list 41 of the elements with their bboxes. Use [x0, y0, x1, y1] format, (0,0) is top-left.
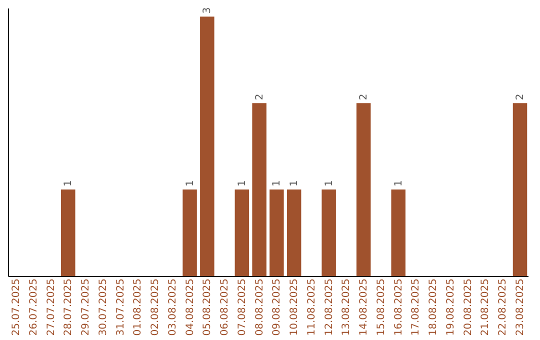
- x-tick-label: 03.08.2025: [167, 278, 178, 336]
- x-tick-label: 30.07.2025: [98, 278, 109, 336]
- x-tick-label: 14.08.2025: [358, 278, 370, 336]
- data-label: 1: [63, 180, 74, 187]
- x-tick-label: 01.08.2025: [132, 278, 144, 336]
- x-tick-label: 29.07.2025: [80, 278, 92, 336]
- x-tick-label: 08.08.2025: [254, 278, 266, 336]
- x-tick-label: 17.08.2025: [410, 278, 422, 336]
- data-label: 2: [515, 94, 526, 100]
- x-tick-label: 19.08.2025: [445, 278, 456, 336]
- x-tick-label: 16.08.2025: [393, 278, 404, 336]
- x-tick-label: 28.07.2025: [63, 278, 74, 336]
- data-label: 1: [272, 180, 283, 187]
- x-tick-label: 13.08.2025: [341, 278, 352, 336]
- x-tick-label: 27.07.2025: [46, 278, 57, 336]
- x-tick-label: 02.08.2025: [150, 278, 162, 336]
- x-tick-label: 10.08.2025: [289, 278, 300, 336]
- x-tick-label: 06.08.2025: [220, 278, 231, 336]
- x-tick-label: 22.08.2025: [498, 278, 509, 336]
- data-label: 1: [289, 180, 300, 187]
- x-tick-label: 20.08.2025: [462, 278, 474, 336]
- data-label: 3: [202, 7, 214, 14]
- x-tick-label: 04.08.2025: [184, 278, 196, 336]
- x-tick-label: 05.08.2025: [202, 278, 214, 336]
- data-label: 1: [184, 180, 196, 187]
- x-tick-label: 18.08.2025: [428, 278, 440, 336]
- data-label: 1: [324, 180, 335, 187]
- x-tick-label: 11.08.2025: [306, 278, 318, 336]
- x-tick-label: 26.07.2025: [28, 278, 40, 336]
- x-tick-label: 12.08.2025: [324, 278, 335, 336]
- x-tick-label: 21.08.2025: [480, 278, 492, 336]
- x-tick-label: 23.08.2025: [515, 278, 526, 336]
- x-tick-label: 07.08.2025: [236, 278, 248, 336]
- x-tick-label: 25.07.2025: [10, 278, 22, 336]
- x-tick-label: 15.08.2025: [376, 278, 387, 336]
- data-label: 2: [254, 94, 266, 100]
- data-label: 2: [358, 94, 370, 100]
- data-label: 1: [236, 180, 248, 187]
- x-tick-label: 31.07.2025: [115, 278, 126, 336]
- data-label: 1: [393, 180, 404, 187]
- x-tick-label: 09.08.2025: [272, 278, 283, 336]
